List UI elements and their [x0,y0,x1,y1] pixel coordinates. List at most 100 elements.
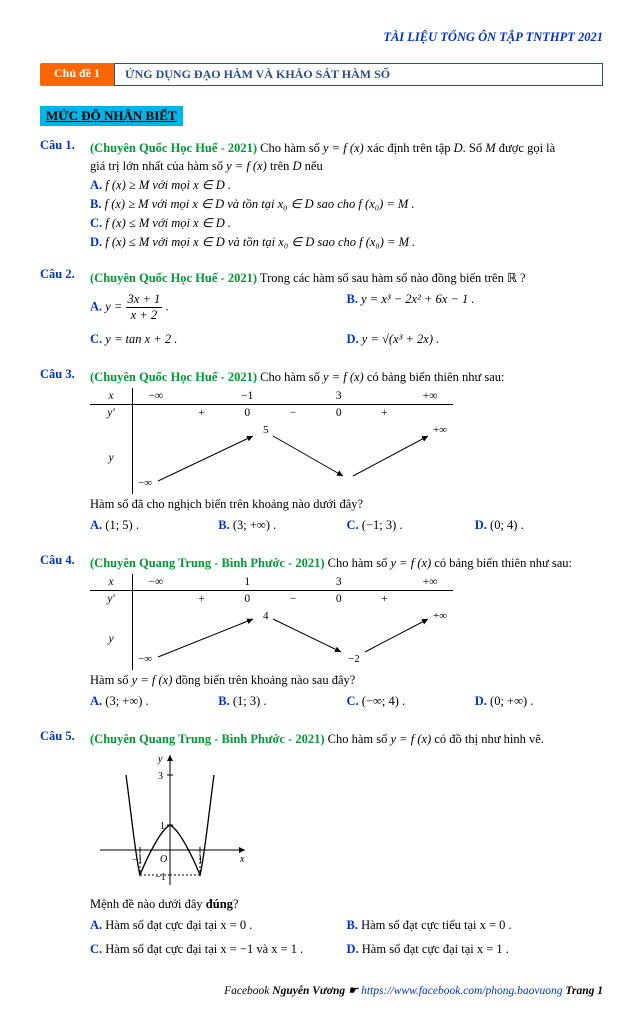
q4-optC: (−∞; 4) . [359,694,406,708]
q5-graph: x y −1 1 O 3 1 −1 [90,750,250,890]
q3-x-6 [362,388,408,405]
q5-optC: Hàm số đạt cực đại tại x = −1 và x = 1 . [102,942,303,956]
q4-number: Câu 4. [40,553,90,715]
q1-line2-math: y = f (x) [226,159,267,173]
footer-fb-name: Nguyễn Vương [272,985,348,997]
footer-page-num: 1 [597,985,603,997]
topic-badge: Chủ đề 1 [40,63,114,86]
q3-math: y = f (x) [323,370,364,384]
topic-row: Chủ đề 1 ỨNG DỤNG ĐẠO HÀM VÀ KHẢO SÁT HÀ… [40,63,603,86]
question-1: Câu 1. (Chuyên Quốc Học Huế - 2021) Cho … [40,138,603,253]
level-label: MỨC ĐỘ NHẬN BIẾT [40,106,183,126]
svg-text:x: x [239,854,245,865]
q2-optA-dot: . [165,299,168,313]
q2-optA-num: 3x + 1 [126,292,163,308]
q3-yp-6: + [362,405,408,422]
q3-source: (Chuyên Quốc Học Huế - 2021) [90,370,257,384]
q2-body: (Chuyên Quốc Học Huế - 2021) Trong các h… [90,267,603,353]
q1-optC-lbl: C. [90,216,102,230]
q5-optD-lbl: D. [347,942,359,956]
q5-optB: Hàm số đạt cực tiểu tại x = 0 . [358,918,512,932]
q2-optC: y = tan x + 2 . [102,332,177,346]
q5-optB-lbl: B. [347,918,358,932]
question-2: Câu 2. (Chuyên Quốc Học Huế - 2021) Tron… [40,267,603,353]
q3-x-lbl: x [90,388,133,405]
svg-text:−1: −1 [155,872,166,883]
q3-body: (Chuyên Quốc Học Huế - 2021) Cho hàm số … [90,367,603,539]
q3-bot-left: −∞ [138,477,152,489]
q4-yp-4: − [270,591,316,608]
q3-yp-7 [407,405,453,422]
level-label-wrap: MỨC ĐỘ NHẬN BIẾT [40,106,603,138]
q5-below-b: ? [233,897,239,911]
q4-optA: (3; +∞) . [102,694,149,708]
q4-optB-lbl: B. [218,694,229,708]
q4-optD-lbl: D. [475,694,487,708]
q1-line2-a: giá trị lớn nhất của hàm số [90,159,226,173]
q1-text-c: . Số [463,141,486,155]
svg-text:3: 3 [158,771,163,782]
footer-fb-label: Facebook [224,985,272,997]
q1-body: (Chuyên Quốc Học Huế - 2021) Cho hàm số … [90,138,603,253]
q4-yp-1 [133,591,179,608]
q3-optA: (1; 5) . [102,518,139,532]
q4-optA-lbl: A. [90,694,102,708]
q4-yp-6: + [362,591,408,608]
q5-optA-lbl: A. [90,918,102,932]
q2-optC-lbl: C. [90,332,102,346]
q4-arrows: 4 +∞ −∞ −2 [133,607,453,667]
q2-optA-den: x + 2 [126,308,163,323]
q3-top-right: +∞ [433,424,447,436]
q4-text-b: có bảng biến thiên như sau: [431,556,572,570]
q5-text-a: Cho hàm số [325,732,391,746]
q1-text-a: Cho hàm số [257,141,323,155]
q3-number: Câu 3. [40,367,90,539]
q4-yp-5: 0 [316,591,362,608]
q5-math: y = f (x) [390,732,431,746]
q3-arrows: 5 +∞ −∞ [133,421,453,491]
q3-yp-2: + [179,405,225,422]
q5-optD: Hàm số đạt cực đại tại x = 1 . [359,942,509,956]
q4-x-2 [179,574,225,591]
q1-text-d: được gọi là [496,141,556,155]
q1-source: (Chuyên Quốc Học Huế - 2021) [90,141,257,155]
q2-optB-lbl: B. [347,292,358,306]
q4-yp-lbl: y' [90,591,133,608]
q4-x-5: 3 [316,574,362,591]
q3-optB: (3; +∞) . [230,518,277,532]
footer-link[interactable]: https://www.facebook.com/phong.baovuong [361,985,562,997]
q1-math: y = f (x) [323,141,364,155]
q4-bot-left: −∞ [138,653,152,665]
q3-optD: (0; 4) . [487,518,524,532]
q5-number: Câu 5. [40,729,90,963]
q3-yp-3: 0 [224,405,270,422]
q4-optC-lbl: C. [347,694,359,708]
q3-x-5: 3 [316,388,362,405]
q4-optD: (0; +∞) . [487,694,534,708]
q3-x-1: −∞ [133,388,179,405]
q2-optB: y = x³ − 2x² + 6x − 1 . [358,292,475,306]
q2-number: Câu 2. [40,267,90,353]
q1-line2-D: D [293,159,302,173]
q3-text-b: có bảng biến thiên như sau: [364,370,505,384]
q4-source: (Chuyên Quang Trung - Bình Phước - 2021) [90,556,325,570]
question-4: Câu 4. (Chuyên Quang Trung - Bình Phước … [40,553,603,715]
q4-table: x −∞ 1 3 +∞ y' + 0 − 0 + [90,574,603,670]
q1-optA-lbl: A. [90,178,102,192]
q1-optB: f (x) ≥ M với mọi x ∈ D và tồn tại x₀ ∈ … [101,197,414,211]
topic-title: ỨNG DỤNG ĐẠO HÀM VÀ KHẢO SÁT HÀM SỐ [114,63,603,86]
q4-yp-2: + [179,591,225,608]
q4-yp-3: 0 [224,591,270,608]
q1-optC: f (x) ≤ M với mọi x ∈ D . [102,216,231,230]
question-3: Câu 3. (Chuyên Quốc Học Huế - 2021) Cho … [40,367,603,539]
q3-yp-4: − [270,405,316,422]
q3-optD-lbl: D. [475,518,487,532]
q1-D: D [454,141,463,155]
doc-header: TÀI LIỆU TỔNG ÔN TẬP TNTHPT 2021 [40,30,603,45]
q1-optD-lbl: D. [90,235,102,249]
q4-below-math: y = f (x) [132,673,173,687]
q5-below-a: Mệnh đề nào dưới đây [90,897,206,911]
q4-text-a: Cho hàm số [325,556,391,570]
q4-body: (Chuyên Quang Trung - Bình Phước - 2021)… [90,553,603,715]
q5-optA: Hàm số đạt cực đại tại x = 0 . [102,918,252,932]
